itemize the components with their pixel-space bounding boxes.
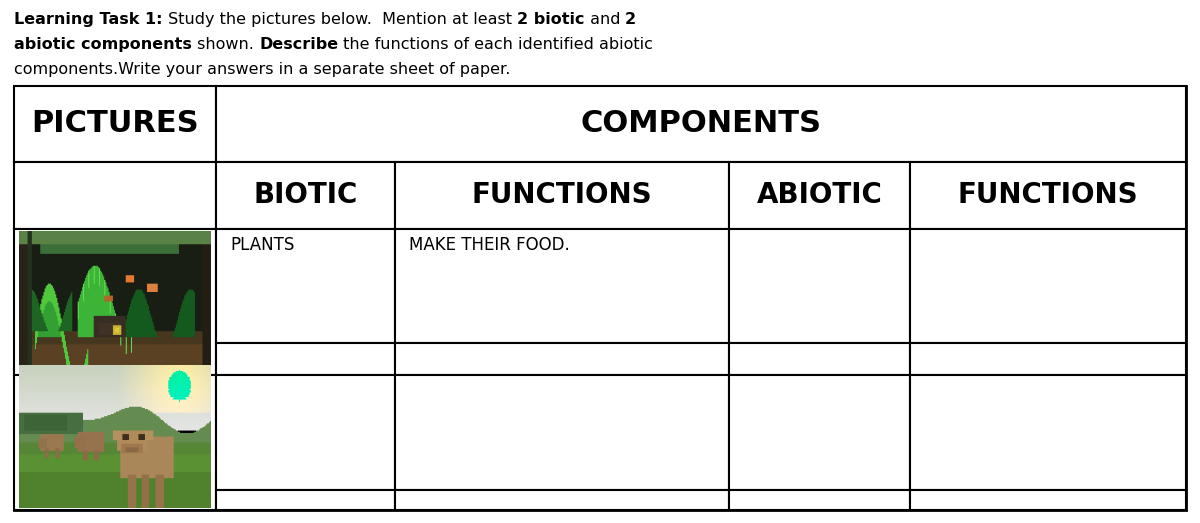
Bar (14, 162, 216, 229)
Text: MAKE THEIR FOOD.: MAKE THEIR FOOD. (409, 236, 570, 255)
Text: Learning Task 1:: Learning Task 1: (14, 12, 163, 27)
Bar (728, 229, 911, 343)
Text: FUNCTIONS: FUNCTIONS (958, 181, 1139, 209)
Text: BIOTIC: BIOTIC (253, 181, 358, 209)
Text: the functions of each identified abiotic: the functions of each identified abiotic (338, 37, 653, 52)
Bar (216, 86, 1186, 162)
Bar (216, 229, 395, 343)
Text: Study the pictures below.  Mention at least: Study the pictures below. Mention at lea… (163, 12, 517, 27)
Bar (911, 162, 1186, 229)
Bar (14, 86, 1186, 510)
Bar (728, 490, 911, 510)
Text: PICTURES: PICTURES (31, 109, 199, 139)
Text: and: and (584, 12, 625, 27)
Text: FUNCTIONS: FUNCTIONS (472, 181, 653, 209)
Bar (911, 490, 1186, 510)
Text: abiotic components: abiotic components (14, 37, 192, 52)
Bar (395, 490, 728, 510)
Text: 2: 2 (625, 12, 636, 27)
Bar (728, 162, 911, 229)
Text: Describe: Describe (259, 37, 338, 52)
Bar (911, 375, 1186, 490)
Text: ABIOTIC: ABIOTIC (757, 181, 882, 209)
Text: PLANTS: PLANTS (230, 236, 295, 255)
Bar (14, 375, 216, 510)
Bar (911, 229, 1186, 343)
Bar (728, 375, 911, 490)
Bar (395, 343, 728, 375)
Text: COMPONENTS: COMPONENTS (581, 109, 821, 139)
Bar (395, 229, 728, 343)
Bar (728, 343, 911, 375)
Text: shown.: shown. (192, 37, 259, 52)
Bar (216, 162, 395, 229)
Bar (395, 375, 728, 490)
Bar (216, 375, 395, 490)
Bar (216, 343, 395, 375)
Bar (216, 490, 395, 510)
Bar (14, 229, 216, 375)
Text: components.Write your answers in a separate sheet of paper.: components.Write your answers in a separ… (14, 62, 511, 77)
Bar (911, 343, 1186, 375)
Text: 2 biotic: 2 biotic (517, 12, 584, 27)
Bar (14, 86, 216, 162)
Bar (395, 162, 728, 229)
